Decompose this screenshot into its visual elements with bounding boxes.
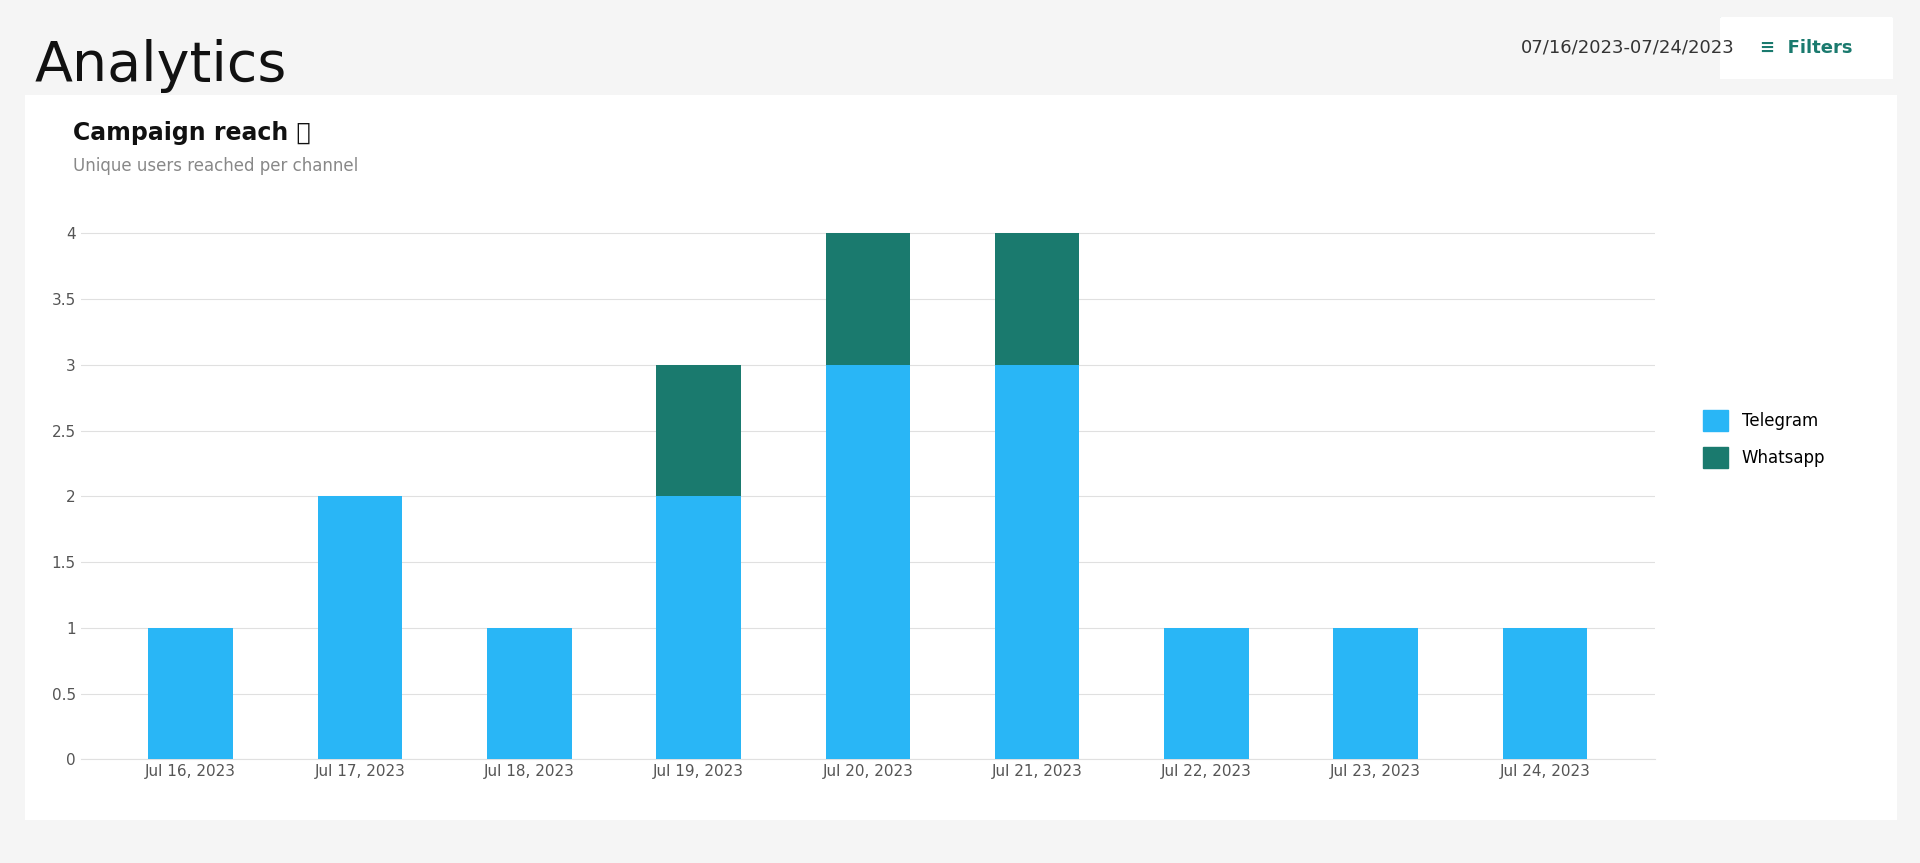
Text: 07/16/2023-07/24/2023: 07/16/2023-07/24/2023 <box>1521 39 1734 56</box>
Bar <box>317 496 403 759</box>
Bar <box>995 365 1079 759</box>
Bar <box>826 365 910 759</box>
Bar <box>657 365 741 496</box>
Bar <box>657 496 741 759</box>
Bar <box>148 628 232 759</box>
Legend: Telegram, Whatsapp: Telegram, Whatsapp <box>1695 402 1834 476</box>
Text: Unique users reached per channel: Unique users reached per channel <box>73 157 359 175</box>
Bar <box>995 233 1079 365</box>
Bar <box>1332 628 1419 759</box>
Text: ≡  Filters: ≡ Filters <box>1761 40 1853 57</box>
FancyBboxPatch shape <box>15 91 1907 823</box>
Bar <box>1503 628 1588 759</box>
FancyBboxPatch shape <box>1711 16 1901 81</box>
Bar <box>826 233 910 365</box>
Text: Campaign reach ⓘ: Campaign reach ⓘ <box>73 121 311 145</box>
Bar <box>1164 628 1248 759</box>
Bar <box>488 628 572 759</box>
Text: Analytics: Analytics <box>35 39 286 93</box>
